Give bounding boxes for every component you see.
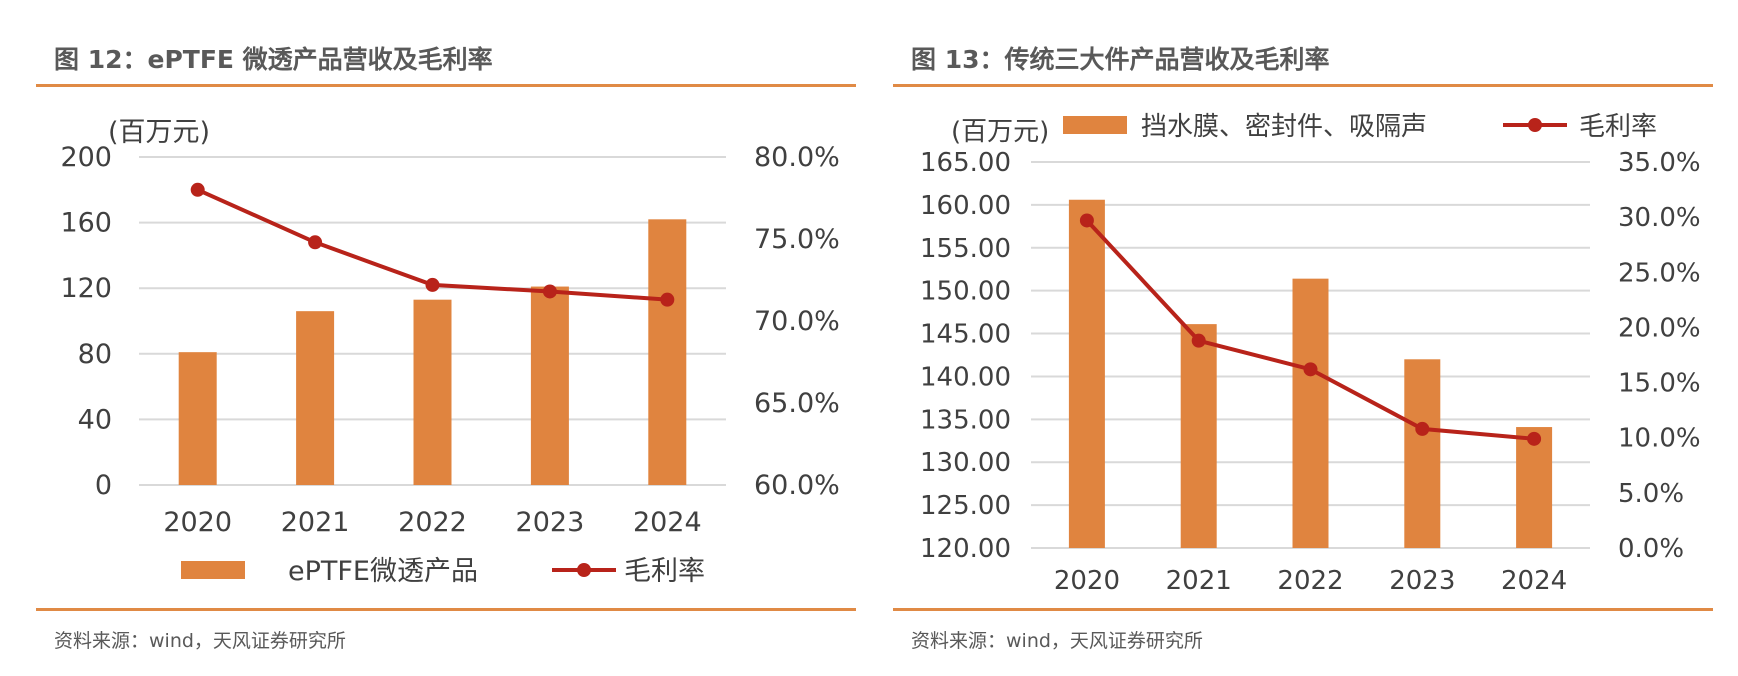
chart-title: 图 12：ePTFE 微透产品营收及毛利率: [54, 45, 493, 74]
right-axis-tick-label: 5.0%: [1618, 479, 1684, 509]
margin-point-2020: [1079, 213, 1094, 228]
chart-13-svg: 120.00 125.00 130.00 135.00 140.00 145.00 150.…: [920, 112, 1701, 596]
chart-panel-12: 图 12：ePTFE 微透产品营收及毛利率 0 40 80 120 160 200 60.0…: [36, 0, 856, 676]
bar-2023: [530, 286, 569, 485]
x-axis-tick-label: 2022: [1277, 566, 1343, 596]
chart-12-svg: 0 40 80 120 160 200 60.0% 65.0% 70.0% 75.0% 80.0% (…: [60, 117, 840, 587]
left-axis-tick-label: 135.00: [920, 405, 1011, 435]
right-axis-tick-label: 35.0%: [1618, 148, 1701, 178]
right-axis-tick-label: 75.0%: [754, 224, 840, 255]
right-axis-tick-label: 60.0%: [754, 470, 840, 501]
right-axis-tick-label: 80.0%: [754, 142, 840, 173]
margin-point-2021: [1191, 333, 1206, 348]
x-axis-tick-label: 2024: [633, 507, 702, 538]
left-axis-tick-label: 160.00: [920, 191, 1011, 221]
left-axis-tick-label: 150.00: [920, 277, 1011, 307]
chart-title: 图 13：传统三大件产品营收及毛利率: [911, 45, 1330, 74]
left-axis-tick-label: 145.00: [920, 320, 1011, 350]
x-axis-tick-label: 2020: [163, 507, 232, 538]
bar-2024: [1516, 427, 1553, 548]
right-axis-tick-label: 65.0%: [754, 388, 840, 419]
legend-line-label: 毛利率: [1579, 112, 1657, 142]
legend-line-label: 毛利率: [624, 556, 705, 587]
source-divider: [36, 608, 856, 611]
legend-bar-swatch: [1063, 116, 1127, 134]
left-axis-tick-label: 0: [95, 470, 112, 501]
bar-2020: [178, 352, 217, 485]
unit-label: (百万元): [951, 117, 1049, 147]
left-axis-tick-label: 165.00: [920, 148, 1011, 178]
x-axis-tick-label: 2023: [1389, 566, 1455, 596]
source-note: 资料来源：wind，天风证券研究所: [54, 630, 346, 652]
x-axis-tick-label: 2022: [398, 507, 467, 538]
left-axis-tick-label: 40: [78, 404, 112, 435]
margin-point-2024: [660, 292, 675, 307]
legend-line-marker: [1528, 118, 1542, 132]
legend-bar-label: ePTFE微透产品: [288, 556, 478, 587]
left-axis-tick-label: 140.00: [920, 362, 1011, 392]
title-divider: [36, 84, 856, 87]
right-axis-tick-label: 25.0%: [1618, 258, 1701, 288]
left-axis-tick-label: 160: [60, 208, 112, 239]
left-axis-tick-label: 120.00: [920, 534, 1011, 564]
x-axis-tick-label: 2023: [516, 507, 585, 538]
margin-point-2020: [190, 182, 205, 197]
x-axis-tick-label: 2021: [1166, 566, 1232, 596]
margin-point-2021: [308, 235, 323, 250]
legend-bar-label: 挡水膜、密封件、吸隔声: [1141, 112, 1427, 142]
unit-label: (百万元): [108, 117, 210, 148]
margin-point-2023: [1415, 421, 1430, 436]
title-divider: [893, 84, 1713, 87]
left-axis-tick-label: 155.00: [920, 234, 1011, 264]
bar-2021: [296, 311, 335, 485]
x-axis-tick-label: 2020: [1054, 566, 1120, 596]
margin-point-2022: [425, 277, 440, 292]
source-divider: [893, 608, 1713, 611]
left-axis-tick-label: 80: [78, 339, 112, 370]
right-axis-tick-label: 20.0%: [1618, 313, 1701, 343]
bar-2022: [1292, 278, 1329, 548]
left-axis-tick-label: 130.00: [920, 448, 1011, 478]
bar-2022: [413, 299, 452, 485]
right-axis-tick-label: 70.0%: [754, 306, 840, 337]
x-axis-tick-label: 2021: [281, 507, 350, 538]
left-axis-tick-label: 125.00: [920, 491, 1011, 521]
margin-point-2022: [1303, 362, 1318, 377]
bar-2024: [648, 219, 687, 485]
right-axis-tick-label: 10.0%: [1618, 424, 1701, 454]
margin-point-2024: [1527, 431, 1542, 446]
margin-point-2023: [542, 284, 557, 299]
x-axis-tick-label: 2024: [1501, 566, 1567, 596]
source-note: 资料来源：wind，天风证券研究所: [911, 630, 1203, 652]
chart-panel-13: 图 13：传统三大件产品营收及毛利率 120.00 125.00 130.00 135…: [893, 0, 1713, 676]
bar-2021: [1180, 324, 1217, 548]
right-axis-tick-label: 0.0%: [1618, 534, 1684, 564]
legend-line-marker: [577, 563, 591, 577]
legend-bar-swatch: [181, 561, 245, 579]
right-axis-tick-label: 30.0%: [1618, 203, 1701, 233]
bar-2023: [1404, 359, 1441, 548]
bar-2020: [1068, 199, 1105, 548]
left-axis-tick-label: 120: [60, 273, 112, 304]
right-axis-tick-label: 15.0%: [1618, 369, 1701, 399]
left-axis-tick-label: 200: [60, 142, 112, 173]
